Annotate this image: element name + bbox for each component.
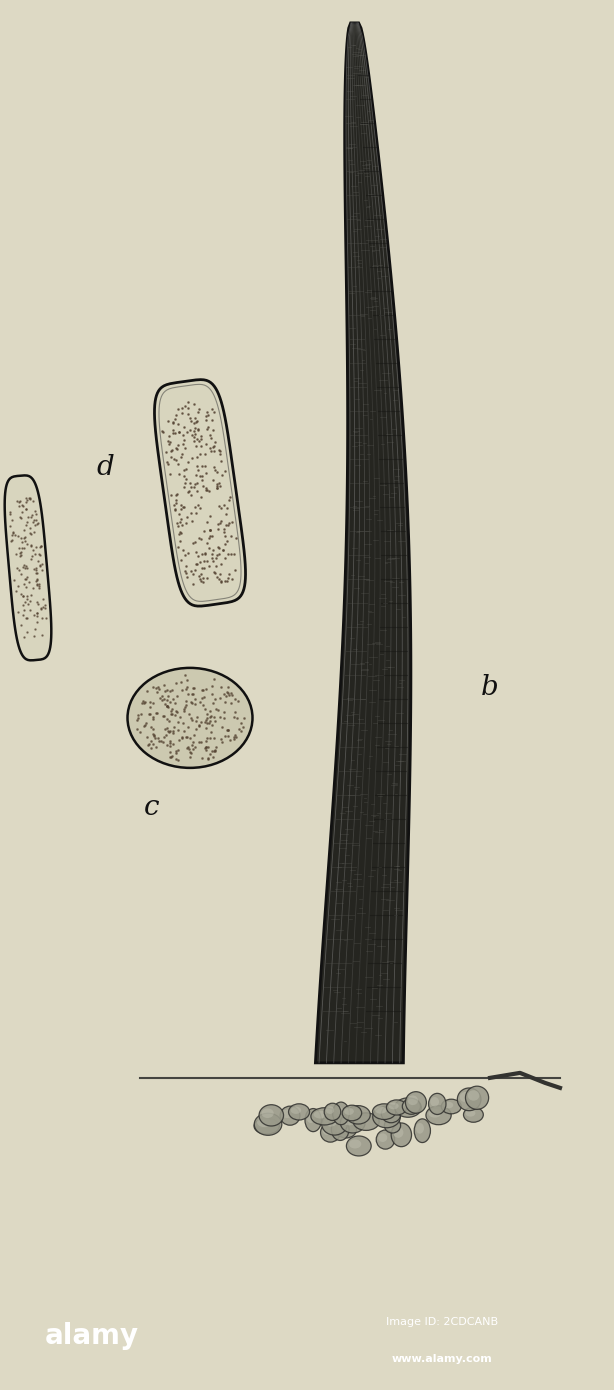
Ellipse shape (373, 1104, 396, 1119)
Ellipse shape (443, 1102, 453, 1108)
Polygon shape (316, 22, 411, 1063)
Ellipse shape (254, 1113, 282, 1136)
Ellipse shape (324, 1104, 341, 1120)
Ellipse shape (322, 1112, 348, 1136)
Ellipse shape (353, 1113, 379, 1130)
Ellipse shape (373, 1106, 400, 1127)
Text: b: b (481, 674, 499, 702)
Text: alamy: alamy (45, 1322, 139, 1350)
Ellipse shape (376, 1109, 389, 1119)
Ellipse shape (346, 1105, 370, 1125)
Ellipse shape (457, 1088, 481, 1111)
Ellipse shape (332, 1119, 349, 1140)
Ellipse shape (414, 1119, 430, 1143)
Text: d: d (96, 455, 114, 481)
Ellipse shape (257, 1120, 269, 1129)
Ellipse shape (322, 1126, 332, 1136)
Text: c: c (144, 794, 160, 821)
Ellipse shape (311, 1108, 338, 1125)
Text: www.alamy.com: www.alamy.com (392, 1354, 492, 1364)
Ellipse shape (386, 1099, 406, 1115)
Ellipse shape (128, 667, 252, 767)
Ellipse shape (257, 1118, 271, 1127)
Ellipse shape (416, 1123, 424, 1134)
Ellipse shape (465, 1109, 475, 1116)
Ellipse shape (340, 1112, 365, 1133)
Ellipse shape (408, 1095, 418, 1105)
Ellipse shape (343, 1116, 356, 1126)
Ellipse shape (397, 1101, 411, 1111)
Ellipse shape (429, 1094, 446, 1115)
Ellipse shape (391, 1123, 411, 1147)
Ellipse shape (346, 1136, 371, 1156)
Ellipse shape (344, 1108, 354, 1115)
Ellipse shape (383, 1108, 393, 1116)
Ellipse shape (314, 1111, 327, 1119)
Ellipse shape (349, 1140, 361, 1148)
Ellipse shape (378, 1133, 387, 1143)
Ellipse shape (324, 1116, 337, 1127)
Ellipse shape (405, 1091, 426, 1113)
Text: Image ID: 2CDCANB: Image ID: 2CDCANB (386, 1318, 498, 1327)
Ellipse shape (426, 1106, 451, 1125)
Ellipse shape (404, 1101, 413, 1108)
Ellipse shape (290, 1106, 301, 1113)
Ellipse shape (334, 1106, 343, 1116)
Ellipse shape (321, 1123, 340, 1143)
Polygon shape (155, 379, 246, 606)
Ellipse shape (326, 1106, 334, 1113)
Polygon shape (5, 475, 52, 660)
Ellipse shape (465, 1086, 489, 1109)
Ellipse shape (389, 1102, 398, 1109)
Ellipse shape (335, 1122, 357, 1138)
Ellipse shape (289, 1104, 309, 1120)
Ellipse shape (349, 1109, 360, 1118)
Ellipse shape (381, 1105, 401, 1123)
Ellipse shape (306, 1112, 315, 1123)
Ellipse shape (384, 1118, 400, 1133)
Ellipse shape (395, 1098, 421, 1118)
Ellipse shape (262, 1108, 274, 1118)
Ellipse shape (460, 1093, 472, 1102)
Ellipse shape (338, 1125, 348, 1131)
Ellipse shape (441, 1099, 461, 1113)
Ellipse shape (393, 1127, 403, 1138)
Ellipse shape (305, 1109, 321, 1131)
Ellipse shape (356, 1116, 369, 1125)
Ellipse shape (430, 1097, 439, 1106)
Ellipse shape (333, 1122, 342, 1133)
Ellipse shape (280, 1106, 300, 1126)
Ellipse shape (402, 1098, 421, 1115)
Ellipse shape (468, 1090, 480, 1101)
Ellipse shape (429, 1109, 441, 1118)
Ellipse shape (386, 1120, 394, 1127)
Ellipse shape (254, 1118, 279, 1134)
Ellipse shape (376, 1130, 395, 1150)
Ellipse shape (259, 1105, 284, 1126)
Ellipse shape (464, 1108, 483, 1122)
Ellipse shape (333, 1102, 349, 1125)
Ellipse shape (282, 1109, 292, 1118)
Ellipse shape (342, 1105, 362, 1120)
Ellipse shape (375, 1106, 386, 1113)
